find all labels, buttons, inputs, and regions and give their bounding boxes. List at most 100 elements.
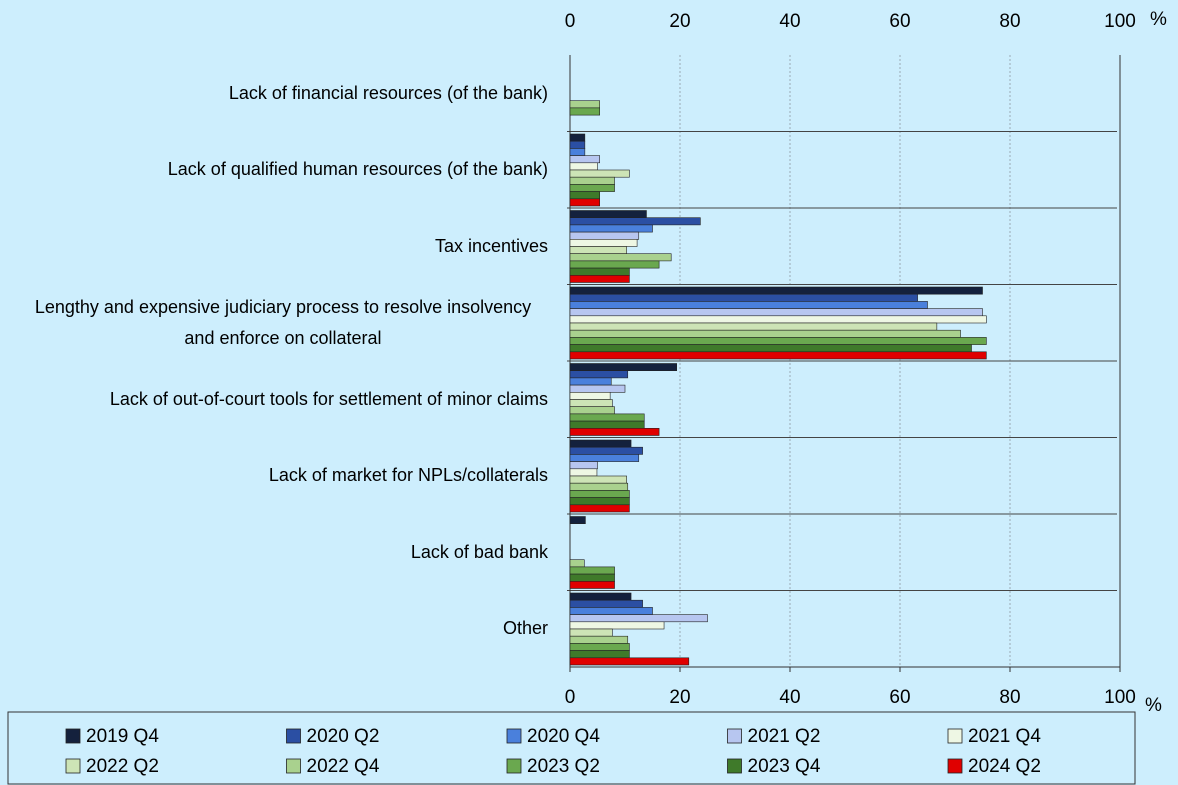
- bar: [569, 363, 677, 371]
- bar: [569, 516, 586, 524]
- bar: [569, 559, 585, 568]
- legend-label: 2023 Q4: [748, 756, 821, 777]
- legend-label: 2024 Q2: [968, 756, 1041, 777]
- bar: [569, 308, 983, 317]
- bar: [569, 391, 611, 400]
- x-tick-label-bottom: 0: [565, 687, 576, 708]
- category-label-box: Tax incentives: [18, 208, 548, 285]
- bar: [569, 599, 643, 608]
- bar: [569, 461, 598, 470]
- x-tick-label-top: 60: [889, 11, 910, 32]
- legend-label: 2020 Q4: [527, 726, 600, 747]
- bar: [569, 315, 987, 324]
- bar: [569, 140, 586, 149]
- bar: [569, 635, 629, 644]
- category-label-box: Lack of market for NPLs/collaterals: [18, 438, 548, 515]
- bar: [569, 267, 630, 276]
- bar: [569, 566, 615, 575]
- x-tick-label-top: 20: [669, 11, 690, 32]
- bar: [569, 427, 660, 436]
- category-label-box: Lack of bad bank: [18, 514, 548, 591]
- legend-label: 2022 Q4: [307, 756, 380, 777]
- bar: [569, 351, 987, 360]
- x-tick-label-top: 0: [565, 11, 576, 32]
- legend-label: 2021 Q2: [748, 726, 821, 747]
- x-tick-label-bottom: 60: [889, 687, 910, 708]
- bar: [569, 399, 613, 407]
- x-tick-label-top: 80: [999, 11, 1020, 32]
- bar: [569, 260, 660, 269]
- x-tick-label-top: 100: [1104, 11, 1136, 32]
- bar: [569, 621, 665, 630]
- legend-swatch: [65, 728, 81, 744]
- legend-label: 2020 Q2: [307, 726, 380, 747]
- legend-swatch: [506, 728, 522, 744]
- category-label: Lack of bad bank: [410, 541, 548, 562]
- bar: [569, 231, 640, 240]
- x-tick-label-bottom: 20: [669, 687, 690, 708]
- bar: [569, 107, 601, 116]
- bar: [569, 329, 961, 338]
- x-tick-label-bottom: 100: [1104, 687, 1136, 708]
- legend-label: 2019 Q4: [86, 726, 159, 747]
- bar: [569, 628, 613, 637]
- legend-swatch: [65, 758, 81, 774]
- bar: [569, 573, 615, 582]
- bar: [569, 253, 672, 262]
- bar: [569, 301, 928, 309]
- x-unit-bottom: %: [1145, 695, 1162, 716]
- bar: [569, 337, 987, 345]
- bar: [569, 191, 601, 200]
- bar: [569, 657, 690, 666]
- bar: [569, 504, 630, 513]
- bar: [569, 286, 983, 295]
- bar: [569, 468, 598, 477]
- bar: [569, 370, 629, 379]
- bar: [569, 217, 701, 226]
- category-label: Tax incentives: [434, 235, 548, 256]
- bar: [569, 406, 615, 415]
- legend-swatch: [506, 758, 522, 774]
- bar: [569, 643, 630, 651]
- category-label-box: Lack of qualified human resources (of th…: [18, 132, 548, 209]
- category-label-box: Other: [18, 591, 548, 668]
- bar: [569, 198, 601, 207]
- category-label-box: Lack of out-of-court tools for settlemen…: [18, 361, 548, 438]
- bar: [569, 274, 630, 283]
- legend-label: 2023 Q2: [527, 756, 600, 777]
- bar: [569, 439, 632, 448]
- bar: [569, 413, 645, 422]
- bar: [569, 446, 643, 455]
- x-tick-label-bottom: 40: [779, 687, 800, 708]
- bar: [569, 133, 586, 142]
- category-label-box: Lack of financial resources (of the bank…: [18, 55, 548, 132]
- bar: [569, 155, 601, 164]
- bar: [569, 497, 630, 506]
- category-label: Lengthy and expensive judiciary process …: [34, 296, 532, 348]
- legend-swatch: [286, 728, 301, 744]
- bar: [569, 239, 638, 247]
- legend-label: 2022 Q2: [86, 756, 159, 777]
- bar: [569, 580, 615, 589]
- bar: [569, 490, 630, 498]
- legend-label: 2021 Q4: [968, 726, 1041, 747]
- category-label: Lack of financial resources (of the bank…: [228, 82, 548, 103]
- bar: [569, 592, 632, 601]
- category-label: Lack of qualified human resources (of th…: [167, 159, 548, 180]
- bar: [569, 210, 647, 218]
- category-label: Lack of market for NPLs/collaterals: [268, 465, 548, 486]
- category-label: Lack of out-of-court tools for settlemen…: [109, 388, 548, 409]
- bar: [569, 482, 629, 491]
- bar: [569, 169, 630, 178]
- bar: [569, 322, 938, 331]
- bar: [569, 475, 627, 484]
- bar: [569, 607, 653, 615]
- bar: [569, 420, 645, 429]
- category-label-box: Lengthy and expensive judiciary process …: [18, 285, 548, 362]
- x-unit-top: %: [1150, 9, 1167, 30]
- legend-swatch: [727, 728, 742, 744]
- x-tick-label-bottom: 80: [999, 687, 1020, 708]
- legend-box: [7, 711, 1136, 785]
